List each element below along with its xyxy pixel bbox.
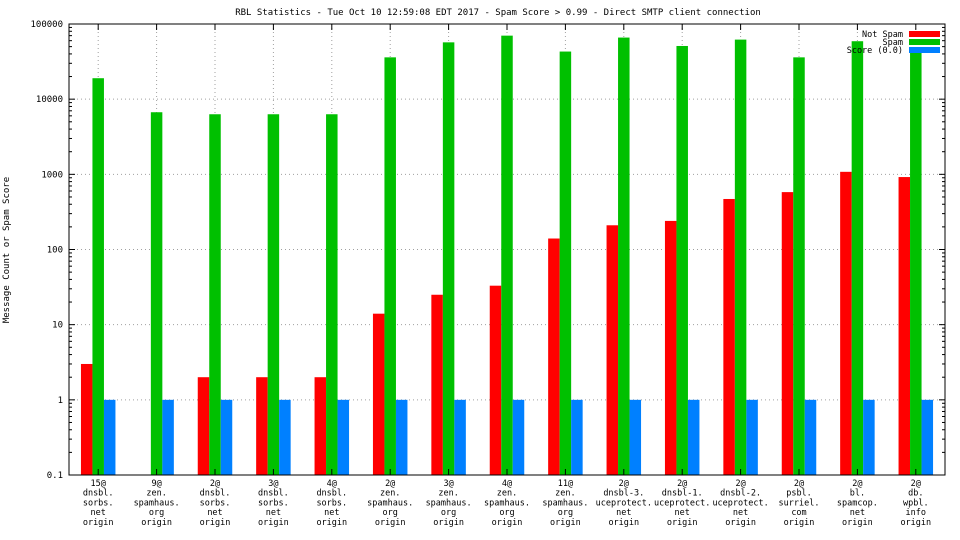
bar-not-spam [314,377,327,475]
legend-swatch [909,39,940,45]
y-tick-label: 100000 [30,20,63,30]
x-tick-label: 2@ zen. spamhaus. org origin [367,479,413,528]
bar-score [687,399,700,475]
x-tick-label: 2@ dnsbl-1. uceprotect. net origin [654,479,710,528]
bar-spam [734,39,747,475]
bar-score [746,399,758,475]
bar-spam [851,41,864,475]
bar-not-spam [664,220,677,475]
bar-not-spam [80,363,93,475]
y-axis-label: Message Count or Spam Score [2,177,12,323]
bar-score [395,399,408,475]
x-tick-label: 11@ zen. spamhaus. org origin [542,479,588,528]
bar-spam [676,45,688,475]
bar-spam [559,51,572,475]
y-tick-label: 0.1 [47,471,63,481]
y-tick-label: 100 [47,246,63,256]
bar-spam [150,112,163,475]
chart-title: RBL Statistics - Tue Oct 10 12:59:08 EDT… [235,8,761,18]
legend-label: Score (0.0) [847,46,903,56]
bar-score [220,399,233,475]
bar-spam [209,114,221,475]
bar-score [921,399,934,475]
x-tick-labels: 15@ dnsbl. sorbs. net origin 9@ zen. spamhaus. o… [83,479,931,528]
bar-not-spam [840,171,852,475]
x-tick-label: 2@ psbl. surriel. com origin [779,479,820,528]
bar-not-spam [723,198,735,475]
x-tick-label: 2@ dnsbl-3. uceprotect. net origin [596,479,652,528]
x-tick-label: 2@ dnsbl. sorbs. net origin [200,479,231,528]
x-tick-label: 3@ dnsbl. sorbs. net origin [258,479,289,528]
x-tick-label: 2@ dnsbl-2. uceprotect. net origin [712,479,768,528]
bar-score [454,399,466,475]
y-tick-label: 10000 [36,95,63,105]
bars [80,35,934,476]
bar-score [571,399,583,475]
bar-spam [267,114,280,475]
x-tick-label: 4@ zen. spamhaus. org origin [484,479,530,528]
bar-not-spam [781,192,794,475]
axis-ticks: 0.1 1 10 100 1000 10000 100000 [30,20,945,481]
bar-spam [384,57,396,476]
bar-not-spam [489,285,502,475]
bar-score [337,399,350,475]
y-tick-label: 1 [58,396,63,406]
x-tick-label: 4@ dnsbl. sorbs. net origin [316,479,347,528]
x-tick-label: 2@ bl. spamcop. net origin [837,479,878,528]
bar-spam [618,37,630,476]
bar-score [103,399,116,475]
bar-score [279,399,291,475]
bar-spam [793,57,805,476]
bar-not-spam [197,377,210,475]
bar-not-spam [256,377,268,475]
bar-score [629,399,642,475]
bar-spam [326,114,338,475]
bar-not-spam [431,294,443,475]
bar-not-spam [898,177,911,475]
y-tick-label: 10 [52,321,63,331]
x-tick-label: 15@ dnsbl. sorbs. net origin [83,479,114,528]
bar-score [863,399,875,475]
bar-spam [442,42,455,476]
bar-not-spam [548,238,560,475]
bar-score [162,399,174,475]
bar-spam [92,78,104,475]
legend-swatch [909,47,940,53]
legend-swatch [909,31,940,37]
bar-score [804,399,817,475]
legend-label: Not Spam [862,30,903,40]
x-tick-label: 9@ zen. spamhaus. org origin [134,479,180,528]
y-tick-label: 1000 [41,170,63,180]
x-tick-label: 3@ zen. spamhaus. org origin [426,479,472,528]
bar-score [512,399,525,475]
bar-spam [501,35,513,475]
bar-not-spam [606,225,619,475]
x-tick-label: 2@ db. wpbl. info origin [900,479,931,528]
bar-spam [910,47,922,476]
legend-label: Spam [883,38,903,48]
bar-not-spam [372,313,385,475]
